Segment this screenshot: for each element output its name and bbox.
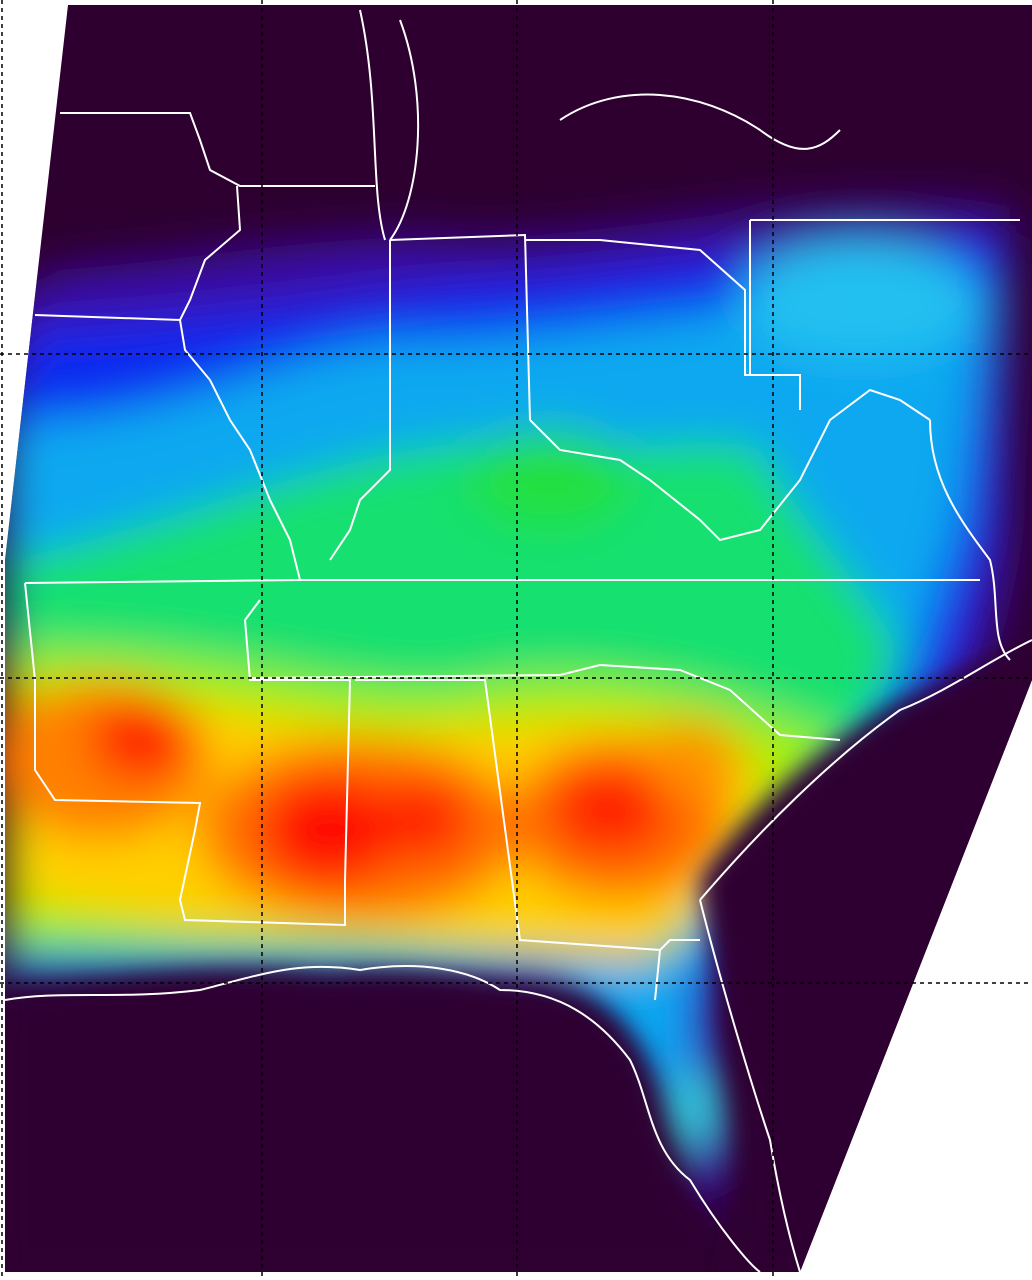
gulf [5, 970, 760, 1272]
boundaries [4, 9, 1032, 1273]
